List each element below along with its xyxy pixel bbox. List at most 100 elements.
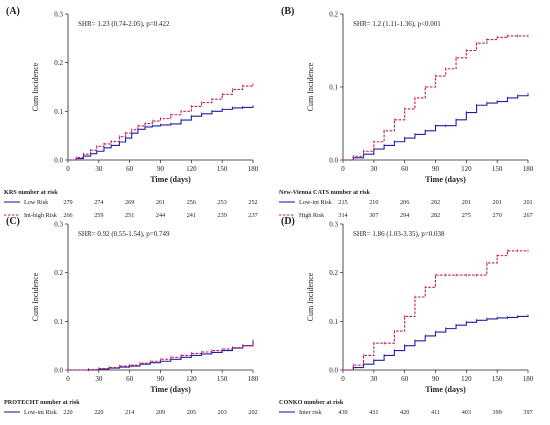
x-tick-label: 120 — [186, 165, 197, 173]
legend-label: Int-high Risk — [24, 212, 58, 219]
x-tick-label: 180 — [248, 375, 259, 383]
at-risk-count: 201 — [493, 199, 502, 206]
x-tick-label: 90 — [157, 165, 165, 173]
y-tick-label: 0.1 — [54, 108, 63, 116]
at-risk-count: 269 — [125, 199, 134, 206]
at-risk-count: 251 — [125, 212, 134, 219]
at-risk-count: 256 — [187, 199, 196, 206]
at-risk-count: 431 — [369, 409, 378, 416]
x-tick-label: 180 — [523, 165, 534, 173]
y-tick-label: 0.2 — [329, 11, 338, 19]
legend-label: Low Risk — [24, 199, 49, 206]
at-risk-count: 439 — [338, 409, 347, 416]
y-tick-label: 0.3 — [54, 11, 63, 19]
y-tick-label: 0.0 — [54, 367, 63, 375]
series-line — [343, 315, 529, 371]
panel-label: (B) — [281, 6, 294, 17]
at-risk-count: 411 — [431, 409, 440, 416]
x-tick-label: 150 — [217, 165, 228, 173]
chart-panel: (B) SHR= 1.2 (1.11-1.36), p<0.001 Cum Inci… — [279, 6, 534, 219]
legend-label: High Risk — [299, 212, 325, 219]
at-risk-count: 201 — [462, 199, 471, 206]
x-tick-label: 180 — [248, 165, 259, 173]
annotation-text: SHR= 1.23 (0.74-2.05), p=0.422 — [78, 20, 170, 28]
at-risk-count: 397 — [523, 409, 532, 416]
annotation-text: SHR= 1.86 (1.03-3.35), p=0.038 — [353, 230, 445, 238]
risk-table-title: New-Vienna CATS number at risk — [279, 189, 371, 196]
at-risk-count: 259 — [94, 212, 103, 219]
at-risk-count: 202 — [248, 409, 257, 416]
at-risk-count: 294 — [400, 212, 409, 219]
at-risk-count: 403 — [462, 409, 471, 416]
y-axis-label: Cum Incidence — [306, 62, 315, 111]
at-risk-count: 266 — [63, 212, 72, 219]
at-risk-count: 253 — [218, 199, 227, 206]
at-risk-count: 205 — [187, 409, 196, 416]
at-risk-count: 275 — [462, 212, 471, 219]
at-risk-count: 244 — [156, 212, 165, 219]
x-tick-label: 0 — [66, 165, 70, 173]
at-risk-count: 399 — [493, 409, 502, 416]
x-tick-label: 60 — [401, 165, 409, 173]
x-tick-label: 150 — [492, 165, 503, 173]
legend-label: Inter risk — [299, 409, 322, 416]
series-line — [68, 106, 254, 161]
legend-label: Low-int Risk — [24, 409, 58, 416]
x-axis-label: Time (days) — [150, 385, 191, 394]
x-axis-label: Time (days) — [425, 385, 466, 394]
at-risk-count: 201 — [523, 199, 532, 206]
annotation-text: SHR= 0.92 (0.55-1.54), p=0.749 — [78, 230, 170, 238]
x-tick-label: 150 — [217, 375, 228, 383]
at-risk-count: 279 — [63, 199, 72, 206]
at-risk-count: 209 — [156, 409, 165, 416]
risk-table-title: KRS number at risk — [4, 189, 58, 196]
x-tick-label: 90 — [432, 165, 440, 173]
series-line — [68, 344, 254, 371]
at-risk-count: 239 — [218, 212, 227, 219]
x-tick-label: 0 — [341, 375, 345, 383]
y-tick-label: 0.1 — [329, 318, 338, 326]
x-tick-label: 120 — [461, 375, 472, 383]
y-axis-label: Cum Incidence — [306, 272, 315, 321]
x-tick-label: 120 — [186, 375, 197, 383]
series-line — [68, 84, 254, 161]
legend-label: Low-int Risk — [299, 199, 333, 206]
at-risk-count: 314 — [338, 212, 347, 219]
x-tick-label: 60 — [401, 375, 409, 383]
x-axis-label: Time (days) — [425, 175, 466, 184]
panel-label: (D) — [281, 216, 295, 227]
x-tick-label: 120 — [461, 165, 472, 173]
series-line — [343, 35, 528, 161]
x-tick-label: 150 — [492, 375, 503, 383]
at-risk-count: 241 — [187, 212, 196, 219]
at-risk-count: 252 — [248, 199, 257, 206]
at-risk-count: 206 — [400, 199, 409, 206]
x-tick-label: 60 — [126, 375, 134, 383]
at-risk-count: 220 — [94, 409, 103, 416]
x-tick-label: 30 — [95, 375, 103, 383]
x-axis-label: Time (days) — [150, 175, 191, 184]
x-tick-label: 0 — [341, 165, 345, 173]
y-axis-label: Cum Incidence — [31, 272, 40, 321]
y-tick-label: 0.0 — [329, 157, 338, 165]
y-tick-label: 0.2 — [329, 269, 338, 277]
at-risk-count: 220 — [63, 409, 72, 416]
risk-table-title: CONKO number at risk — [279, 399, 344, 406]
at-risk-count: 282 — [431, 212, 440, 219]
at-risk-count: 215 — [338, 199, 347, 206]
y-tick-label: 0.3 — [54, 221, 63, 229]
x-tick-label: 30 — [370, 375, 378, 383]
y-axis-label: Cum Incidence — [31, 62, 40, 111]
x-tick-label: 30 — [95, 165, 103, 173]
annotation-text: SHR= 1.2 (1.11-1.36), p<0.001 — [353, 20, 441, 28]
x-tick-label: 90 — [157, 375, 165, 383]
at-risk-count: 202 — [431, 199, 440, 206]
x-tick-label: 180 — [523, 375, 534, 383]
y-tick-label: 0.0 — [54, 157, 63, 165]
at-risk-count: 261 — [156, 199, 165, 206]
panel-label: (A) — [6, 6, 20, 17]
series-line — [343, 250, 528, 371]
chart-panel: (C) SHR= 0.92 (0.55-1.54), p=0.749 Cum Inc… — [4, 216, 259, 425]
y-tick-label: 0.3 — [329, 221, 338, 229]
